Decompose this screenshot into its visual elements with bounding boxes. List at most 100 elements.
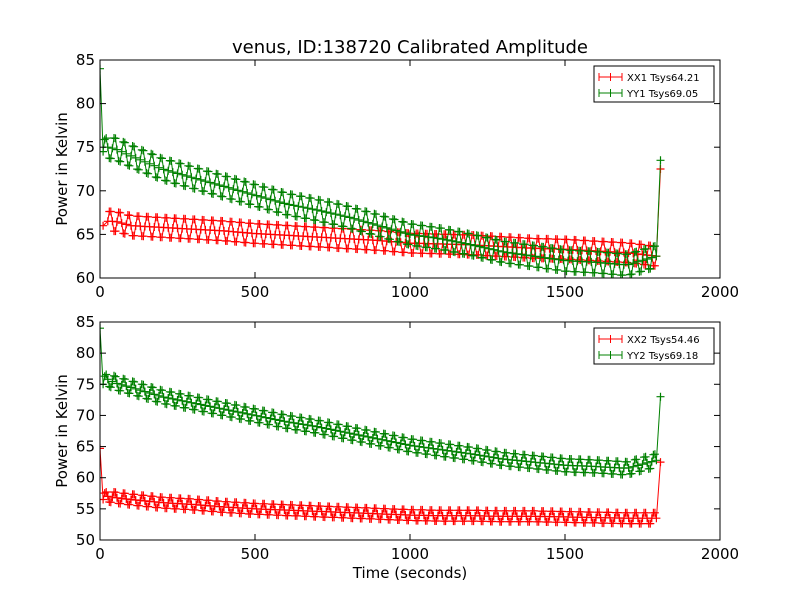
top-series-1-point — [353, 245, 362, 254]
bottom-series-1-point — [103, 492, 112, 501]
top-series-2-point — [257, 192, 266, 201]
top-series-2-point — [116, 157, 125, 166]
top-series-1-point — [390, 247, 399, 256]
bottom-series-1-point — [171, 504, 180, 513]
bottom-series-2-point — [210, 403, 219, 412]
bottom-series-1-point — [260, 499, 269, 508]
top-series-2-point — [117, 147, 126, 156]
bottom-series-2-point — [633, 461, 642, 470]
bottom-series-2-point — [390, 431, 399, 440]
top-series-2-point — [344, 202, 352, 211]
bottom-series-2-point — [464, 443, 473, 452]
bottom-series-1-point — [269, 500, 278, 509]
bottom-series-2-point — [229, 407, 238, 416]
top-series-2-point — [111, 134, 120, 143]
bottom-series-1-point — [316, 502, 325, 511]
top-series-2-point — [455, 227, 464, 236]
bottom-series-2-point — [553, 467, 562, 475]
bottom-series-1-point — [325, 502, 334, 511]
top-series-2-point — [424, 233, 433, 241]
bottom-series-2-point — [466, 449, 475, 458]
bottom-series-2-point — [311, 428, 320, 437]
bottom-series-1-point — [218, 508, 227, 517]
bottom-series-1-point — [562, 518, 571, 527]
bottom-series-2-point — [176, 390, 185, 398]
bottom-legend-label: YY2 Tsys69.18 — [626, 351, 698, 362]
top-series-2-point — [599, 269, 608, 278]
top-series-2-point — [443, 236, 452, 244]
top-series-2-point — [452, 237, 461, 246]
bottom-series-1-point — [120, 489, 129, 498]
top-series-2-point — [247, 190, 256, 199]
top-series-2-point — [613, 249, 622, 258]
bottom-series-2-point — [488, 459, 497, 468]
top-series-2-point — [195, 164, 204, 173]
bottom-series-2-point — [167, 388, 176, 397]
top-series-2-point — [100, 64, 104, 73]
bottom-series-1-point — [432, 517, 441, 525]
bottom-series-1-point — [106, 498, 115, 507]
bottom-series-2-point — [483, 446, 492, 455]
top-series-2-point — [345, 213, 354, 222]
top-series-2-point — [460, 249, 469, 258]
bottom-series-1-point — [251, 499, 259, 508]
top-series-1-point — [232, 237, 241, 246]
top-series-1-point — [227, 217, 236, 226]
top-series-2-point — [433, 234, 442, 243]
top-series-2-point — [641, 244, 650, 253]
top-series-2-point — [557, 245, 566, 254]
bottom-series-2-point — [102, 370, 111, 379]
bottom-series-2-point — [178, 396, 187, 405]
bottom-series-2-point — [618, 470, 627, 479]
bottom-series-2-point — [181, 403, 190, 412]
bottom-series-1-point — [450, 517, 459, 526]
top-series-2-point — [492, 235, 501, 244]
bottom-series-2-point — [255, 418, 264, 427]
bottom-series-1-point — [502, 506, 511, 515]
bottom-series-1-point — [627, 519, 636, 528]
top-series-2-point — [299, 203, 308, 212]
top-series-2-point — [475, 242, 484, 251]
bottom-series-2-point — [650, 450, 659, 459]
bottom-legend: XX2 Tsys54.46 YY2 Tsys69.18 — [593, 327, 715, 365]
bottom-series-2-point — [447, 447, 456, 456]
bottom-series-2-point — [187, 398, 196, 407]
top-series-1-point — [111, 227, 120, 236]
top-series-2-point — [550, 255, 559, 263]
top-series-2-point — [387, 225, 396, 234]
bottom-series-1-point — [613, 508, 622, 517]
bottom-series-2-point — [103, 375, 112, 384]
top-series-2-point — [590, 268, 599, 277]
bottom-series-2-point — [632, 455, 641, 464]
top-series-2-point — [320, 218, 329, 227]
bottom-series-1-point — [367, 514, 376, 523]
top-series-2-point — [168, 168, 177, 177]
bottom-series-2-point — [308, 421, 317, 430]
top-series-2-point — [437, 224, 445, 233]
bottom-legend-label: XX2 Tsys54.46 — [627, 335, 700, 346]
bottom-series-2-point — [122, 382, 131, 391]
top-y-tick-label: 60 — [76, 269, 95, 287]
top-series-1-point — [209, 216, 218, 225]
bottom-y-tick-label: 80 — [76, 344, 95, 362]
bottom-series-1-point — [241, 498, 250, 507]
bottom-series-2-point — [331, 426, 340, 435]
bottom-series-2-point — [134, 392, 143, 401]
top-series-1-point — [153, 213, 162, 222]
top-series-2-point — [171, 179, 180, 188]
bottom-series-2-point — [117, 380, 126, 389]
top-y-tick-label: 75 — [76, 138, 95, 156]
top-series-2-point — [423, 243, 431, 252]
top-series-2-point — [269, 185, 278, 194]
bottom-series-2-point — [261, 413, 270, 422]
bottom-series-2-point — [581, 468, 590, 477]
top-series-2-point — [326, 209, 335, 218]
top-series-2-point — [623, 250, 631, 259]
bottom-series-2-point — [252, 411, 261, 420]
bottom-series-2-point — [209, 409, 218, 418]
bottom-series-1-point — [646, 519, 655, 528]
top-series-1-point — [255, 220, 264, 228]
top-series-1-point — [362, 245, 371, 254]
bottom-series-1-point — [650, 508, 659, 517]
bottom-series-2-point — [190, 405, 199, 414]
